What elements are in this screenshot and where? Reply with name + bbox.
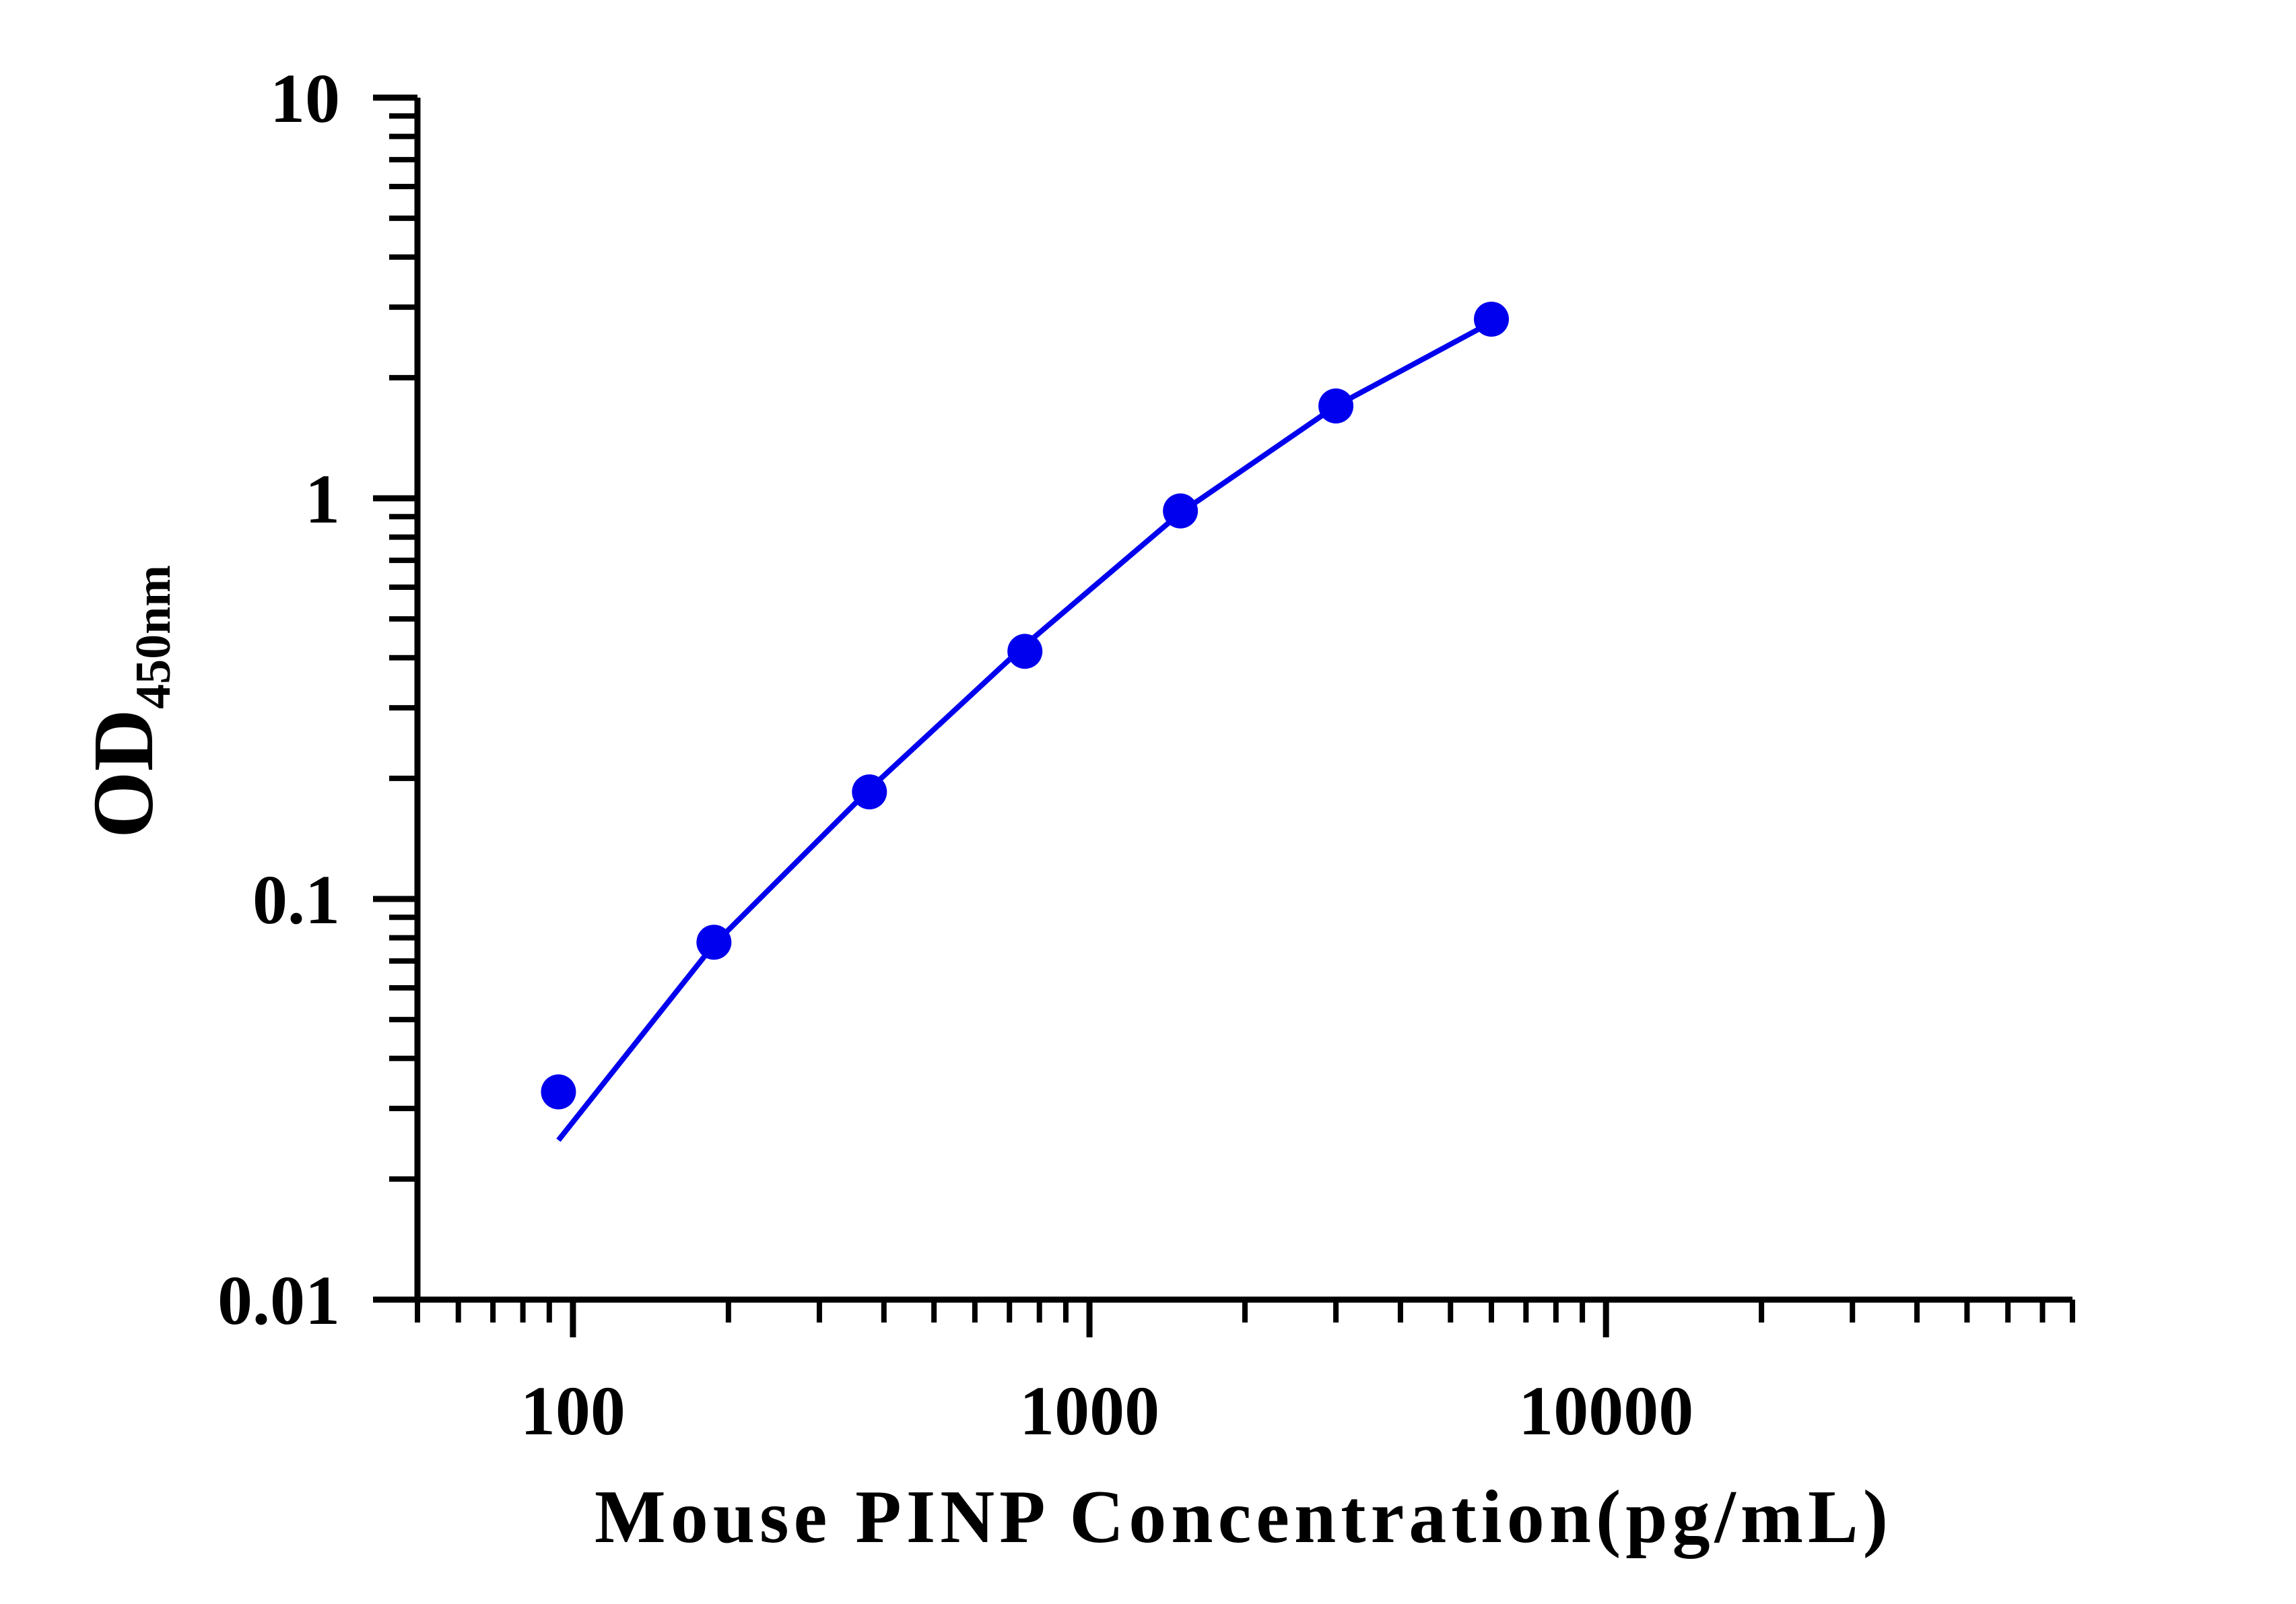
y-tick-label: 10	[270, 60, 340, 137]
data-point	[1007, 634, 1043, 669]
fit-line	[556, 320, 1493, 1142]
x-tick-label: 1000	[1019, 1372, 1159, 1450]
x-tick-labels: 100 1000 10000	[520, 1372, 1693, 1450]
data-point	[541, 1074, 576, 1110]
y-axis-title-subscript: 450nm	[126, 565, 181, 709]
x-tick-label: 10000	[1518, 1372, 1693, 1450]
fit-line-group	[556, 320, 1493, 1142]
y-tick-label: 1	[305, 461, 340, 538]
y-ticks	[373, 94, 417, 1303]
x-ticks	[415, 1300, 2075, 1337]
y-tick-labels: 0.01 0.1 1 10	[217, 60, 340, 1339]
data-points-group	[541, 301, 1510, 1110]
axes	[414, 98, 2072, 1303]
y-axis-title-main: OD	[75, 709, 171, 838]
x-axis-title: Mouse PINP Concentration(pg/mL)	[595, 1475, 1893, 1559]
x-tick-label: 100	[520, 1372, 626, 1450]
data-point	[1318, 388, 1354, 424]
y-tick-label: 0.01	[217, 1262, 340, 1339]
data-point	[696, 925, 732, 960]
data-point	[1163, 493, 1198, 529]
y-axis-title: OD450nm	[75, 565, 181, 838]
data-point	[1474, 301, 1510, 337]
data-point	[852, 774, 887, 810]
y-tick-label: 0.1	[252, 861, 340, 939]
